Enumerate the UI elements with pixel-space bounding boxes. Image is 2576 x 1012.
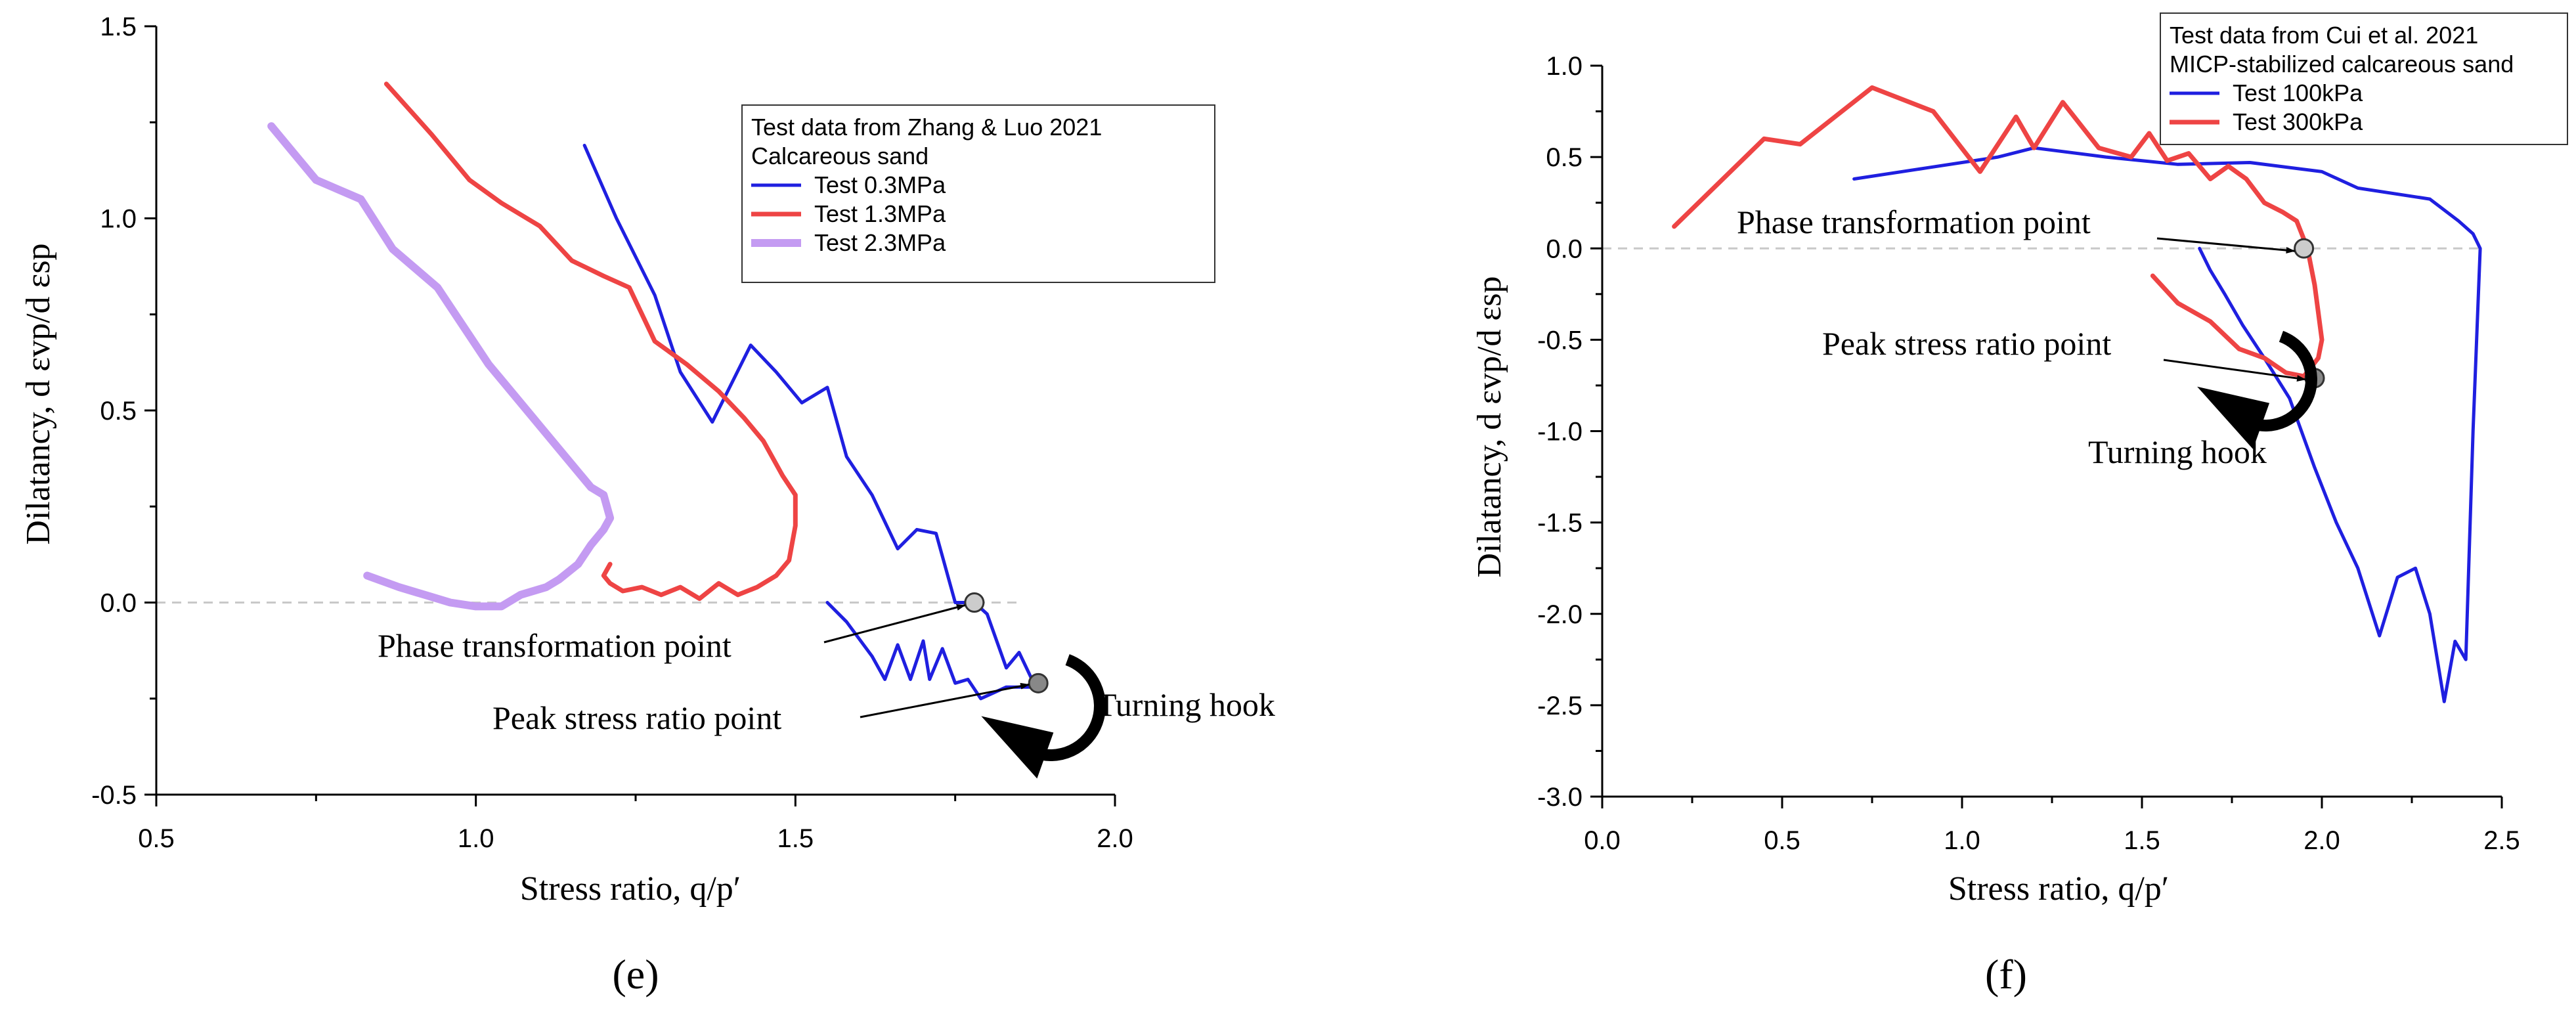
tick-labels: 0.0 0.5 1.0 1.5 2.0 2.5 -3.0 -2.5 -2.0 -1.5 -1.0 -0…	[1537, 52, 2520, 855]
x-tick-label: 1.5	[777, 824, 814, 853]
legend: Test data from Zhang & Luo 2021Calcareou…	[741, 104, 1215, 283]
axes	[144, 25, 1116, 806]
legend-title: Calcareous sand	[751, 143, 928, 169]
y-axis-title: Dilatancy, d εvp/d εsp	[1471, 276, 1508, 577]
y-axis-title: Dilatancy, d εvp/d εsp	[20, 243, 57, 544]
x-tick-label: 0.5	[1764, 826, 1801, 855]
y-tick-label: 0.5	[100, 397, 137, 426]
y-tick-label: -0.5	[1537, 326, 1583, 355]
series-line-test-300kpa	[1672, 85, 2325, 379]
legend-title: MICP-stabilized calcareous sand	[2170, 51, 2514, 77]
y-tick-label: 0.0	[100, 589, 137, 618]
legend-entry: Test 100kPa	[2233, 79, 2363, 106]
x-tick-label: 2.5	[2483, 826, 2520, 855]
phase-transformation-point	[964, 592, 985, 613]
turning-hook-arrowhead	[981, 716, 1054, 779]
marker-group	[964, 592, 1049, 693]
y-tick-label: -1.5	[1537, 509, 1583, 538]
peak-arrow	[860, 682, 1030, 718]
series-line-test-0-3mpa	[582, 143, 1040, 701]
chart-panel-f: 0.0 0.5 1.0 1.5 2.0 2.5 -3.0 -2.5 -2.0 -1.5 -1.0 -0…	[1471, 12, 2568, 998]
series-line-test-1-3mpa	[383, 81, 798, 602]
panel-label: (e)	[612, 951, 659, 998]
x-tick-label: 2.0	[2303, 826, 2340, 855]
x-tick-label: 0.5	[138, 824, 175, 853]
turning-hook-arc	[2247, 330, 2317, 431]
legend-box	[741, 104, 1215, 283]
peak-stress-ratio-label: Peak stress ratio point	[492, 699, 781, 736]
legend-box	[2160, 12, 2568, 145]
x-tick-label: 2.0	[1097, 824, 1133, 853]
turning-hook-arc	[1032, 654, 1106, 761]
legend-title: Test data from Cui et al. 2021	[2170, 22, 2478, 49]
y-tick-label: -2.5	[1537, 692, 1583, 720]
chart-panel-e: 0.5 1.0 1.5 2.0 -0.5 0.0 0.5 1.0 1.5 Stress rati…	[20, 12, 1275, 998]
series-line-test-2-3mpa	[267, 122, 615, 611]
phase-transformation-point	[2294, 238, 2315, 259]
y-tick-label: -2.0	[1537, 600, 1583, 629]
phase-arrow	[823, 604, 966, 644]
legend-entry: Test 0.3MPa	[814, 171, 946, 198]
y-tick-label: 0.0	[1546, 234, 1583, 263]
annotations: Phase transformation point Peak stress ra…	[378, 604, 1275, 779]
peak-stress-ratio-label: Peak stress ratio point	[1822, 325, 2111, 362]
x-tick-label: 1.0	[1944, 826, 1980, 855]
x-axis-title: Stress ratio, q/p′	[1948, 870, 2169, 908]
phase-transformation-label: Phase transformation point	[378, 627, 731, 664]
y-tick-label: -0.5	[91, 781, 137, 810]
x-tick-label: 1.5	[2124, 826, 2160, 855]
tick-labels: 0.5 1.0 1.5 2.0 -0.5 0.0 0.5 1.0 1.5	[91, 12, 1133, 853]
y-tick-label: -3.0	[1537, 783, 1583, 812]
y-tick-label: 1.5	[100, 12, 137, 41]
y-tick-label: -1.0	[1537, 418, 1583, 447]
panel-label: (f)	[1985, 951, 2027, 998]
series-group	[1672, 85, 2482, 703]
peak-stress-ratio-point	[1028, 672, 1049, 693]
peak-arrow	[2163, 359, 2307, 382]
y-tick-label: 0.5	[1546, 143, 1583, 172]
legend: Test data from Cui et al. 2021MICP-stabi…	[2160, 12, 2568, 145]
y-tick-label: 1.0	[100, 205, 137, 234]
series-line-test-100kpa	[1852, 146, 2482, 703]
axes	[1590, 64, 2503, 808]
turning-hook-label: Turning hook	[1097, 686, 1275, 723]
phase-transformation-label: Phase transformation point	[1737, 204, 2091, 240]
y-tick-label: 1.0	[1546, 52, 1583, 81]
legend-entry: Test 300kPa	[2233, 108, 2363, 135]
x-axis-title: Stress ratio, q/p′	[520, 870, 741, 908]
phase-arrow	[2156, 237, 2296, 254]
turning-hook-label: Turning hook	[2088, 433, 2267, 470]
series-group	[267, 81, 1040, 701]
x-tick-label: 1.0	[458, 824, 494, 853]
turning-hook-arrowhead	[2197, 386, 2270, 449]
legend-title: Test data from Zhang & Luo 2021	[751, 114, 1102, 141]
annotations: Phase transformation point Peak stress ra…	[1737, 204, 2317, 470]
legend-entry: Test 1.3MPa	[814, 200, 946, 227]
x-tick-label: 0.0	[1584, 826, 1621, 855]
legend-entry: Test 2.3MPa	[814, 229, 946, 256]
